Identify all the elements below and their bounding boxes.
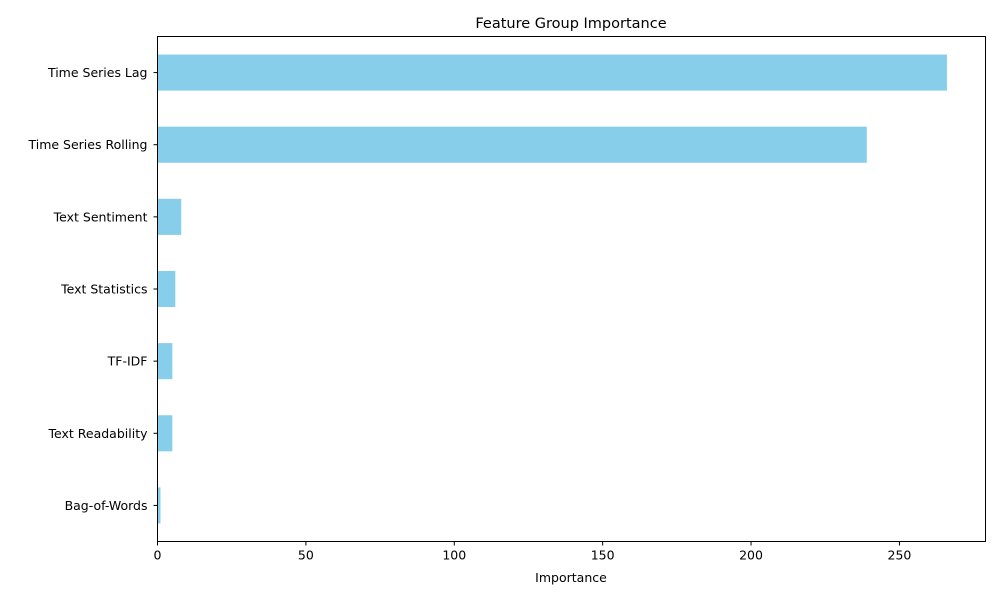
category-label: Text Readability	[48, 426, 149, 441]
plot-frame	[157, 36, 986, 542]
bar-3	[157, 270, 176, 308]
category-label: Bag-of-Words	[65, 498, 148, 513]
x-tick-label: 100	[442, 548, 466, 563]
category-label: Time Series Lag	[47, 65, 148, 80]
category-labels-group: Time Series Lag Time Series Rolling Text S…	[27, 65, 158, 513]
x-tick-label: 200	[739, 548, 763, 563]
bar-0	[157, 54, 947, 91]
x-tick-label: 150	[591, 548, 615, 563]
bar-5	[157, 415, 173, 452]
category-label: TF-IDF	[107, 354, 148, 369]
x-ticks-group: 0 50 100 150 200 250	[154, 541, 912, 563]
x-tick-label: 250	[888, 548, 912, 563]
bar-1	[157, 126, 867, 163]
bar-4	[157, 343, 173, 380]
category-label: Time Series Rolling	[27, 137, 147, 152]
x-tick-label: 0	[154, 548, 162, 563]
bar-6	[157, 487, 161, 524]
bars-group	[157, 54, 947, 524]
x-tick-label: 50	[298, 548, 314, 563]
category-label: Text Statistics	[60, 282, 147, 297]
category-label: Text Sentiment	[53, 209, 148, 224]
chart-title: Feature Group Importance	[475, 16, 666, 32]
bar-2	[157, 198, 182, 235]
x-axis-label: Importance	[535, 570, 607, 585]
